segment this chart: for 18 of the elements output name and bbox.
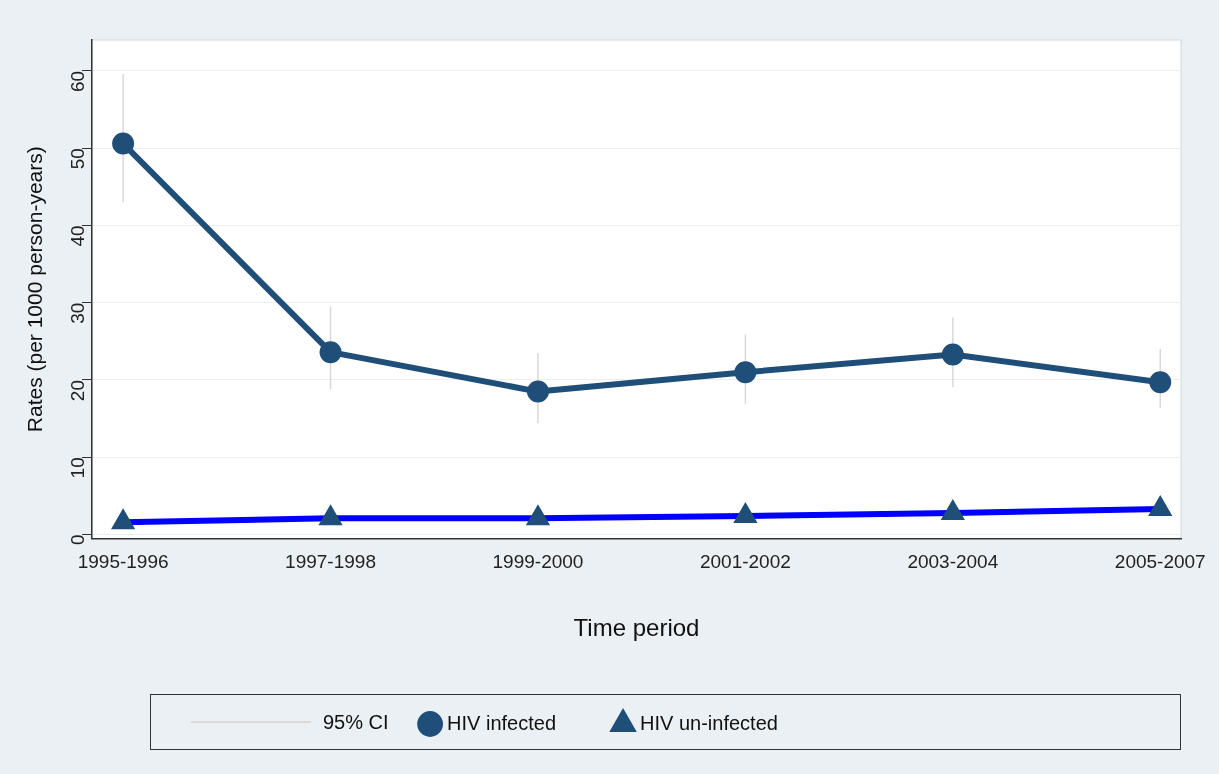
x-tick-label: 2001-2002 [699, 551, 791, 573]
x-tick-label: 1999-2000 [492, 551, 584, 573]
x-tick-label: 2003-2004 [907, 551, 999, 573]
y-tick-label: 20 [67, 379, 89, 402]
y-axis-title: Rates (per 1000 person-years) [23, 146, 47, 433]
text: 95% CI [323, 710, 389, 734]
y-tick-label: 40 [67, 225, 89, 247]
y-tick-label: 60 [67, 70, 89, 93]
x-tick-label: 1997-1998 [285, 551, 376, 573]
x-axis-title: Time period [573, 614, 700, 642]
y-tick-label: 50 [67, 148, 89, 170]
x-tick-label: 1995-1996 [77, 551, 169, 573]
legend-label: HIV infected [447, 711, 557, 734]
x-tick-label: 2005-2007 [1114, 551, 1206, 573]
y-tick-label: 30 [67, 302, 89, 324]
y-tick-label: 10 [67, 457, 89, 479]
y-tick-label: 0 [67, 534, 89, 546]
legend-label: HIV un-infected [640, 711, 778, 734]
